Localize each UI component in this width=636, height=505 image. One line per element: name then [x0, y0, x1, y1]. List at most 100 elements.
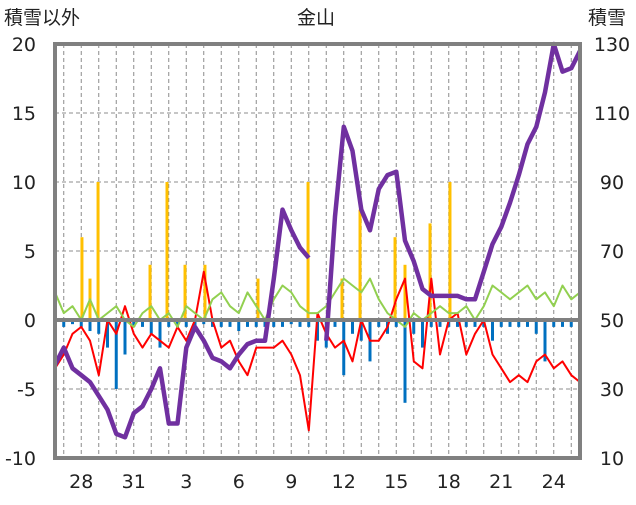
- x-tick-label: 6: [233, 471, 245, 493]
- blue-bar: [517, 320, 521, 327]
- blue-bar: [429, 320, 433, 327]
- blue-bar: [403, 320, 407, 403]
- x-tick-label: 9: [285, 471, 297, 493]
- snow-depth-line: [52, 207, 311, 440]
- blue-bar: [508, 320, 512, 327]
- x-tick-label: 18: [437, 471, 461, 493]
- blue-bar: [377, 320, 381, 327]
- blue-bar: [561, 320, 564, 327]
- yellow-bar: [393, 237, 397, 320]
- blue-bar: [132, 320, 136, 327]
- right-axis-label: 積雪: [588, 7, 626, 29]
- blue-bar: [394, 320, 398, 327]
- blue-bar: [176, 320, 179, 327]
- lines: [52, 41, 583, 440]
- blue-bar: [79, 320, 83, 327]
- blue-bar: [569, 320, 573, 327]
- blue-bar: [184, 320, 188, 327]
- blue-bar: [141, 320, 144, 327]
- blue-bar: [464, 320, 468, 327]
- yellow-bar: [165, 182, 169, 320]
- right-tick-label: 30: [600, 379, 624, 401]
- plot-frame: [53, 42, 582, 460]
- blue-bar: [272, 320, 276, 327]
- blue-bar: [202, 320, 206, 325]
- left-tick-label: 20: [12, 34, 36, 56]
- blue-bar: [534, 320, 538, 334]
- yellow-bar: [256, 278, 260, 320]
- x-tick-label: 31: [122, 471, 146, 493]
- blue-bar: [543, 320, 547, 362]
- blue-bar: [167, 320, 171, 327]
- right-tick-label: 70: [600, 241, 624, 263]
- snow-depth-line: [324, 41, 583, 341]
- blue-bar: [149, 320, 153, 334]
- blue-bar: [254, 320, 258, 327]
- blue-bar: [552, 320, 556, 327]
- left-tick-label: 10: [12, 172, 36, 194]
- blue-bar: [88, 320, 92, 332]
- right-tick-label: 10: [600, 448, 624, 470]
- blue-bar: [316, 320, 319, 341]
- blue-bar: [421, 320, 424, 348]
- yellow-bar: [403, 264, 407, 320]
- left-tick-label: -5: [17, 379, 36, 401]
- yellow-bar: [80, 237, 84, 320]
- yellow-bar: [358, 209, 362, 320]
- blue-bar: [123, 320, 127, 355]
- left-tick-label: 0: [24, 310, 36, 332]
- blue-bar: [526, 320, 529, 327]
- green-line: [54, 277, 581, 328]
- x-tick-label: 15: [384, 471, 408, 493]
- yellow-bar: [428, 223, 432, 320]
- yellow-bar: [340, 278, 344, 320]
- blue-bar: [246, 320, 249, 327]
- blue-bar: [289, 320, 293, 325]
- blue-bar: [62, 320, 66, 327]
- x-tick-label: 28: [69, 471, 93, 493]
- blue-bar: [307, 320, 311, 327]
- x-tick-label: 3: [180, 471, 192, 493]
- blue-bar: [114, 320, 118, 389]
- blue-bar: [412, 320, 416, 334]
- grid: [55, 44, 580, 458]
- blue-bar: [438, 320, 442, 327]
- blue-bar: [193, 320, 197, 327]
- chart-title: 金山: [297, 7, 335, 29]
- blue-bar: [456, 320, 459, 327]
- x-tick-label: 24: [542, 471, 566, 493]
- x-tick-label: 21: [489, 471, 513, 493]
- left-tick-label: 5: [24, 241, 36, 263]
- yellow-bar: [203, 264, 207, 320]
- blue-bar: [237, 320, 241, 332]
- right-tick-label: 130: [594, 34, 630, 56]
- blue-bar: [351, 320, 354, 334]
- left-tick-label: 15: [12, 103, 36, 125]
- blue-bar: [263, 320, 267, 327]
- left-tick-label: -10: [5, 448, 36, 470]
- blue-bar: [499, 320, 503, 327]
- right-tick-label: 90: [600, 172, 624, 194]
- blue-bar: [359, 320, 363, 341]
- yellow-bar: [96, 182, 100, 320]
- blue-bar: [333, 320, 337, 327]
- blue-bar: [211, 320, 214, 327]
- yellow-bar: [306, 182, 310, 320]
- yellow-bar: [183, 264, 187, 320]
- red-line: [54, 270, 581, 432]
- yellow-bar: [148, 264, 152, 320]
- blue-bar: [219, 320, 223, 327]
- yellow-bar: [448, 182, 452, 320]
- left-axis-label: 積雪以外: [4, 7, 80, 29]
- blue-bar: [71, 320, 74, 325]
- blue-bar: [97, 320, 101, 334]
- right-tick-label: 50: [600, 310, 624, 332]
- blue-bar: [473, 320, 477, 327]
- blue-bar: [281, 320, 284, 327]
- blue-bar: [298, 320, 302, 327]
- right-tick-label: 110: [594, 103, 630, 125]
- blue-bar: [158, 320, 162, 348]
- blue-bar: [342, 320, 346, 376]
